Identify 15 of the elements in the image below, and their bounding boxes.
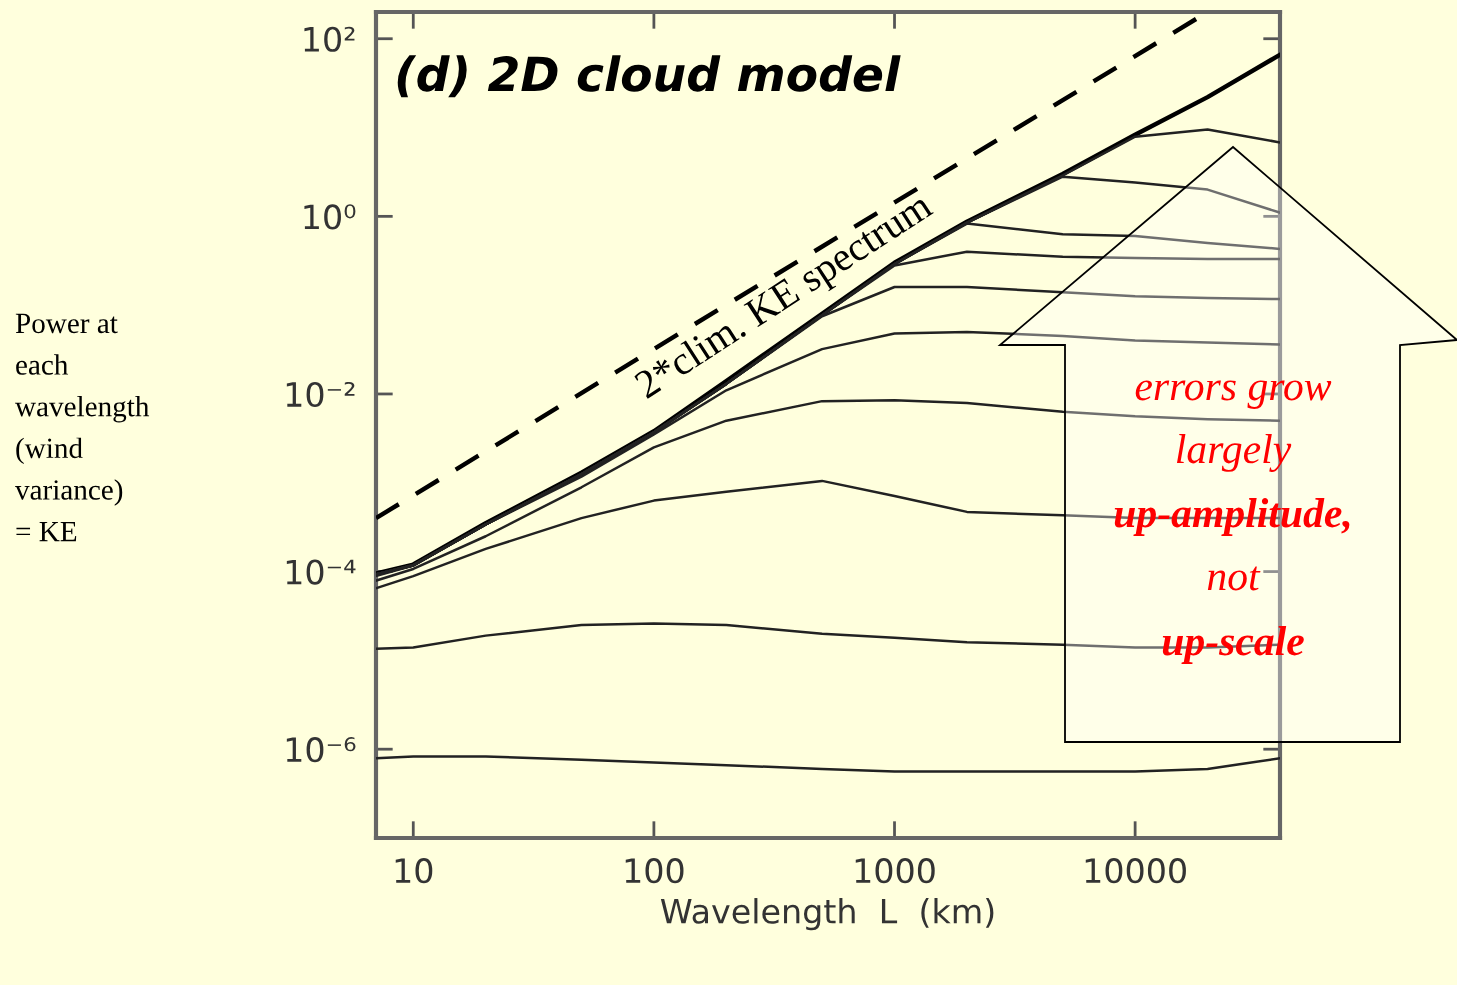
annotation: errors grow [1135,380,1332,409]
y-tick-label: 10⁻² [286,381,355,408]
y-tick-label: 10⁻⁴ [286,559,356,585]
text: (d) 2D cloud model [397,55,901,98]
y-tick-label: 10⁰ [304,204,356,230]
x-tick-label: 100 [625,858,684,884]
x-axis-title: Wavelength L (km) [660,898,994,931]
x-tick-label: 1000 [855,858,935,884]
y-tick-label: 10⁻⁶ [286,737,356,763]
x-tick-label: 10000 [1085,858,1186,884]
y-axis-title: Power at each wavelength (wind variance) = KE [15,313,150,542]
x-tick-label: 10 [395,858,433,884]
y-tick-label: 10² [304,26,355,52]
annotation: largely [1176,434,1292,472]
annotation: not [1207,566,1261,591]
